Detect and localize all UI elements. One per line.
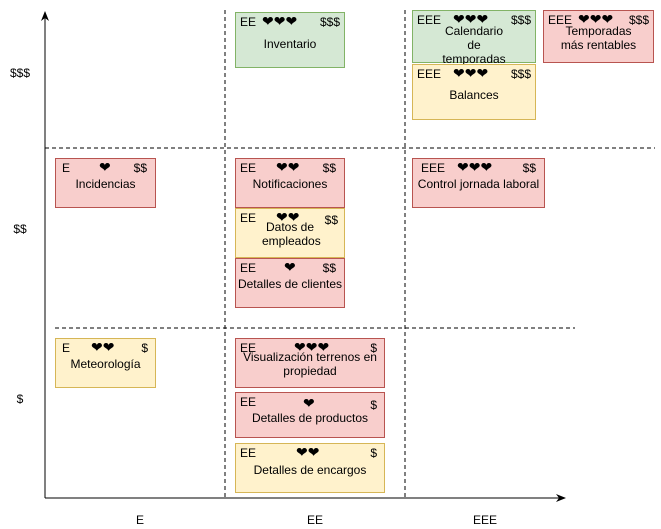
card-title: Datos de empleados <box>262 220 321 248</box>
y-label-high: $$$ <box>9 66 31 80</box>
card-title: Temporadas más rentables <box>560 24 637 52</box>
heart-icon: ❤❤❤ <box>453 11 489 27</box>
cost-label: $$ <box>522 161 536 175</box>
effort-label: EE <box>240 15 257 29</box>
cost-label: $$$ <box>510 67 531 81</box>
x-label-high: EEE <box>472 513 497 527</box>
cost-label: $$$ <box>628 13 649 27</box>
card-meteorologia: E ❤❤ $ Meteorología <box>55 338 156 388</box>
cost-label: $$$ <box>510 13 531 27</box>
heart-icon: ❤❤ <box>276 159 300 175</box>
card-title: Visualización terrenos en propiedad <box>243 350 377 378</box>
effort-label: EE <box>240 395 257 409</box>
card-incidencias: E ❤ $$ Incidencias <box>55 158 156 208</box>
heart-icon: ❤ <box>303 395 315 411</box>
effort-label: EE <box>240 446 257 460</box>
effort-label: EEE <box>417 67 442 81</box>
cost-label: $$ <box>322 161 336 175</box>
y-label-medium: $$ <box>13 222 27 236</box>
heart-icon: ❤ <box>99 159 111 175</box>
heart-icon: ❤❤❤ <box>262 13 298 29</box>
card-title: Balances <box>449 88 499 102</box>
card-title: Notificaciones <box>252 177 328 191</box>
cost-label: $$ <box>133 161 147 175</box>
heart-icon: ❤❤❤ <box>294 339 330 355</box>
card-balances: EEE ❤❤❤ $$$ Balances <box>412 64 536 120</box>
cost-label: $$$ <box>319 15 340 29</box>
cost-label: $$ <box>324 213 338 227</box>
effort-label: EE <box>240 211 257 225</box>
card-datos-empleados: EE ❤❤ $$ Datos de empleados <box>235 208 345 258</box>
y-label-low: $ <box>16 392 24 406</box>
effort-label: EEE <box>417 13 442 27</box>
card-detalles-productos: EE ❤ $ Detalles de productos <box>235 392 385 438</box>
cost-label: $ <box>370 341 377 355</box>
heart-icon: ❤❤ <box>296 444 320 460</box>
card-title: Inventario <box>263 37 317 51</box>
card-title: Control jornada laboral <box>417 177 540 191</box>
cost-label: $ <box>370 446 377 460</box>
card-calendario-temporadas: EEE ❤❤❤ $$$ Calendario de temporadas <box>412 10 536 66</box>
heart-icon: ❤❤❤ <box>457 159 493 175</box>
card-title: Calendario de temporadas <box>442 24 506 66</box>
card-title: Meteorología <box>70 357 141 371</box>
card-title: Detalles de productos <box>251 411 369 425</box>
effort-label: EE <box>240 161 257 175</box>
effort-label: E <box>62 341 71 355</box>
card-detalles-clientes: EE ❤ $$ Detalles de clientes <box>235 258 345 308</box>
heart-icon: ❤❤ <box>276 209 300 225</box>
cost-label: $ <box>370 398 377 412</box>
card-notificaciones: EE ❤❤ $$ Notificaciones <box>235 158 345 208</box>
cost-label: $$ <box>322 261 336 275</box>
heart-icon: ❤❤❤ <box>578 11 614 27</box>
cost-label: $ <box>141 341 148 355</box>
card-temporadas-rentables: EEE ❤❤❤ $$$ Temporadas más rentables <box>543 10 654 63</box>
x-label-medium: EE <box>306 513 323 527</box>
card-detalles-encargos: EE ❤❤ $ Detalles de encargos <box>235 443 385 493</box>
effort-label: E <box>62 161 71 175</box>
heart-icon: ❤❤ <box>91 339 115 355</box>
effort-label: EE <box>240 341 257 355</box>
card-control-jornada: EEE ❤❤❤ $$ Control jornada laboral <box>412 158 545 208</box>
card-title: Detalles de encargos <box>253 463 367 477</box>
effort-label: EE <box>240 261 257 275</box>
heart-icon: ❤❤❤ <box>453 65 489 81</box>
card-inventario: EE ❤❤❤ $$$ Inventario <box>235 12 345 68</box>
card-title: Incidencias <box>75 177 136 191</box>
card-visualizacion-terrenos: EE ❤❤❤ $ Visualización terrenos en propi… <box>235 338 385 388</box>
card-title: Detalles de clientes <box>237 277 343 291</box>
effort-label: EEE <box>421 161 446 175</box>
effort-label: EEE <box>548 13 573 27</box>
heart-icon: ❤ <box>284 259 296 275</box>
x-label-low: E <box>135 513 144 527</box>
